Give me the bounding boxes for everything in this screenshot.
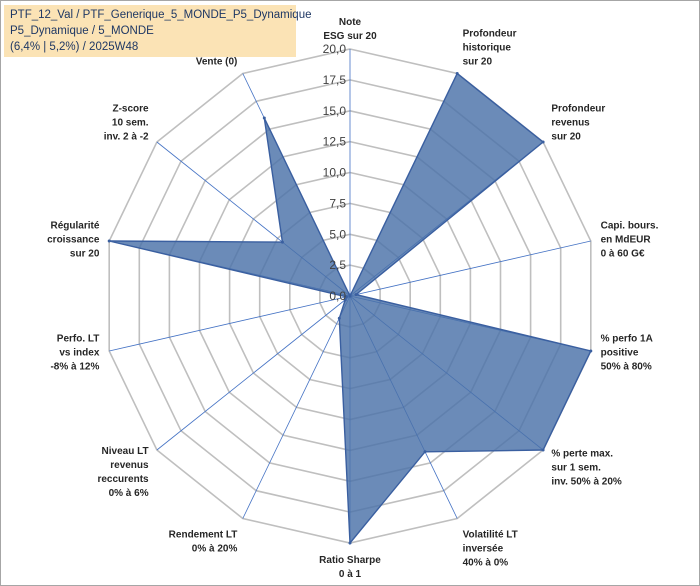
axis-label-1: Profondeur historique sur 20 xyxy=(463,28,517,67)
axis-label-12: Z-score 10 sem. inv. 2 à -2 xyxy=(104,103,149,142)
data-point-4 xyxy=(589,349,593,353)
series-layer xyxy=(107,72,593,545)
axis-label-9-line-0: Niveau LT xyxy=(102,446,149,457)
axis-label-11-line-0: Régularité xyxy=(50,220,99,231)
axis-label-9-line-1: revenus xyxy=(110,460,149,471)
axis-label-0: Note ESG sur 20 xyxy=(323,17,377,42)
axis-label-7-line-1: 0 à 1 xyxy=(339,569,362,580)
tick-label-1: 2,5 xyxy=(329,258,346,272)
axis-label-12-line-2: inv. 2 à -2 xyxy=(104,131,149,142)
data-point-2 xyxy=(541,140,545,144)
axis-label-7-line-0: Ratio Sharpe xyxy=(319,555,381,566)
data-point-10 xyxy=(344,295,348,299)
axis-label-3: Capi. bours. en MdEUR 0 à 60 G€ xyxy=(601,220,659,259)
tick-label-2: 5,0 xyxy=(329,227,346,241)
data-point-12 xyxy=(280,240,284,244)
axis-label-6-line-1: inversée xyxy=(463,544,504,555)
axis-label-3-line-2: 0 à 60 G€ xyxy=(601,248,645,259)
data-point-11 xyxy=(107,239,111,243)
axis-label-0-line-1: ESG sur 20 xyxy=(323,31,377,42)
axis-label-4-line-2: 50% à 80% xyxy=(601,362,652,373)
axis-label-9-line-2: reccurents xyxy=(97,474,149,485)
tick-label-4: 10,0 xyxy=(323,166,347,180)
tick-label-7: 17,5 xyxy=(323,73,347,87)
axis-label-5-line-2: inv. 50% à 20% xyxy=(551,477,622,488)
axis-label-8: Rendement LT 0% à 20% xyxy=(169,530,238,555)
axis-label-10-line-1: vs index xyxy=(59,348,99,359)
axis-label-5: % perte max. sur 1 sem. inv. 50% à 20% xyxy=(551,449,622,488)
data-point-5 xyxy=(541,448,545,452)
axis-label-2-line-1: revenus xyxy=(551,117,590,128)
axis-label-2: Profondeur revenus sur 20 xyxy=(551,103,605,142)
axis-label-9: Niveau LT revenus reccurents 0% à 6% xyxy=(97,446,149,499)
axis-label-6-line-0: Volatilité LT xyxy=(463,530,518,541)
tick-label-6: 15,0 xyxy=(323,104,347,118)
spoke-8 xyxy=(242,295,351,519)
axis-label-1-line-1: historique xyxy=(463,42,512,53)
chart-title: PTF_12_Val / PTF_Generique_5_MONDE_P5_Dy… xyxy=(4,5,312,57)
tick-label-3: 7,5 xyxy=(329,196,346,210)
axis-label-1-line-0: Profondeur xyxy=(463,28,517,39)
spoke-9 xyxy=(156,295,351,451)
spoke-3 xyxy=(349,240,591,297)
axis-label-10-line-0: Perfo. LT xyxy=(57,334,100,345)
axis-label-4-line-1: positive xyxy=(601,348,639,359)
tick-label-5: 12,5 xyxy=(323,135,347,149)
axis-label-13-line-2: Vente (0) xyxy=(196,56,238,67)
axis-label-11: Régularité croissance sur 20 xyxy=(47,220,100,259)
axis-label-10-line-2: -8% à 12% xyxy=(50,362,99,373)
axis-label-11-line-1: croissance xyxy=(47,234,100,245)
axis-label-1-line-2: sur 20 xyxy=(463,56,493,67)
title-line-1: PTF_12_Val / PTF_Generique_5_MONDE_P5_Dy… xyxy=(10,9,312,21)
axis-label-2-line-0: Profondeur xyxy=(551,103,605,114)
axis-label-3-line-0: Capi. bours. xyxy=(601,220,659,231)
axis-label-11-line-2: sur 20 xyxy=(70,248,100,259)
axis-label-5-line-0: % perte max. xyxy=(551,449,613,460)
axis-label-0-line-0: Note xyxy=(339,17,362,28)
data-point-3 xyxy=(354,293,358,297)
spoke-10 xyxy=(109,295,351,352)
axis-label-7: Ratio Sharpe 0 à 1 xyxy=(319,555,381,580)
data-point-6 xyxy=(423,450,427,454)
axis-label-4: % perfo 1A positive 50% à 80% xyxy=(601,334,653,373)
data-point-7 xyxy=(348,541,352,545)
data-point-8 xyxy=(337,316,341,320)
axis-label-6-line-2: 40% à 0% xyxy=(463,558,509,569)
axis-label-2-line-2: sur 20 xyxy=(551,131,581,142)
axis-label-6: Volatilité LT inversée 40% à 0% xyxy=(463,530,518,569)
axis-label-8-line-1: 0% à 20% xyxy=(192,544,238,555)
tick-label-0: 0,0 xyxy=(329,289,346,303)
tick-label-8: 20,0 xyxy=(323,42,347,56)
axis-label-10: Perfo. LT vs index -8% à 12% xyxy=(50,334,99,373)
axis-label-9-line-3: 0% à 6% xyxy=(109,488,149,499)
data-point-0 xyxy=(348,294,352,298)
tick-layer: 0,0 2,5 5,0 7,5 10,0 12,5 15,0 17,5 20,0 xyxy=(323,42,347,303)
axis-label-8-line-0: Rendement LT xyxy=(169,530,238,541)
data-point-1 xyxy=(455,72,459,75)
axis-label-12-line-0: Z-score xyxy=(112,103,149,114)
axis-label-5-line-1: sur 1 sem. xyxy=(551,463,601,474)
axis-label-3-line-1: en MdEUR xyxy=(601,234,652,245)
title-line-3: (6,4% | 5,2%) / 2025W48 xyxy=(10,41,139,53)
axis-label-4-line-0: % perfo 1A xyxy=(601,334,653,345)
data-point-13 xyxy=(262,116,266,120)
data-point-9 xyxy=(343,298,347,302)
title-line-2: P5_Dynamique / 5_MONDE xyxy=(10,25,154,37)
axis-label-12-line-1: 10 sem. xyxy=(112,117,149,128)
